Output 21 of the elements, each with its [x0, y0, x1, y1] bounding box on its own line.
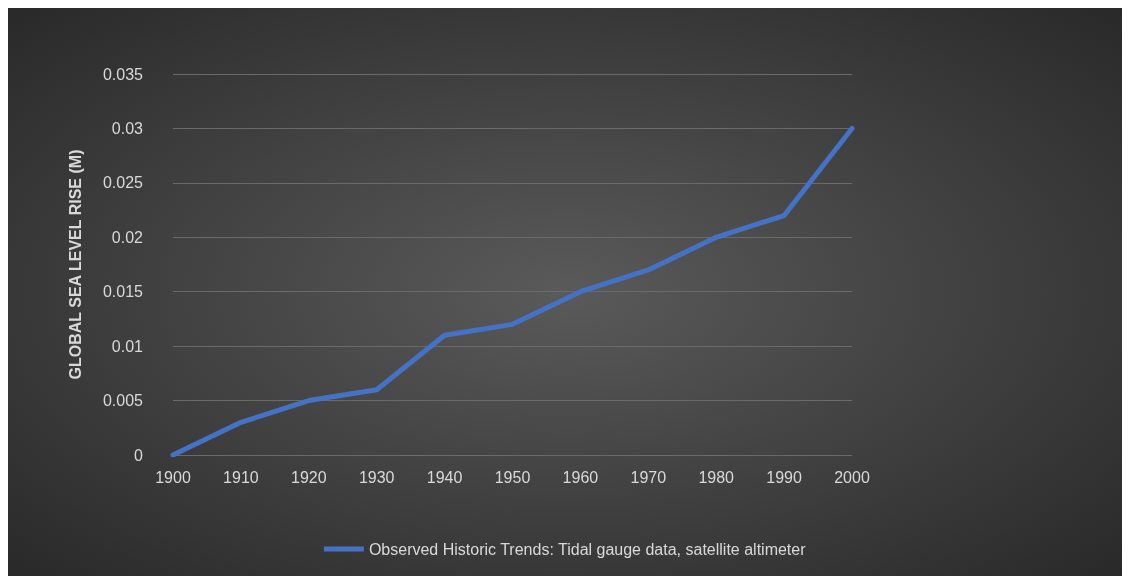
- x-tick-label: 1950: [494, 468, 531, 486]
- x-tick-label: 1930: [358, 468, 395, 486]
- x-tick-label: 1960: [562, 468, 599, 486]
- y-tick-label: 0.01: [111, 337, 144, 355]
- x-tick-label: 1980: [698, 468, 735, 486]
- x-tick-label: 1970: [630, 468, 667, 486]
- y-tick-label: 0.03: [111, 119, 144, 137]
- x-tick-label: 1920: [291, 468, 327, 486]
- y-tick-label: 0.015: [102, 283, 144, 301]
- y-tick-label: 0: [134, 446, 144, 464]
- y-tick-label: 0.025: [102, 174, 144, 192]
- x-tick-label: 1900: [155, 468, 191, 486]
- legend-label: Observed Historic Trends: Tidal gauge data, satellite altimeter: [368, 540, 807, 558]
- y-tick-label: 0.005: [102, 392, 144, 410]
- x-tick-label: 1990: [766, 468, 802, 486]
- y-tick-label: 0.035: [102, 65, 144, 83]
- y-axis-title: GLOBAL SEA LEVEL RISE (M): [66, 149, 84, 380]
- x-tick-label: 1940: [426, 468, 463, 486]
- y-tick-label: 0.02: [111, 228, 144, 246]
- x-tick-label: 1910: [223, 468, 259, 486]
- x-tick-label: 2000: [834, 468, 870, 486]
